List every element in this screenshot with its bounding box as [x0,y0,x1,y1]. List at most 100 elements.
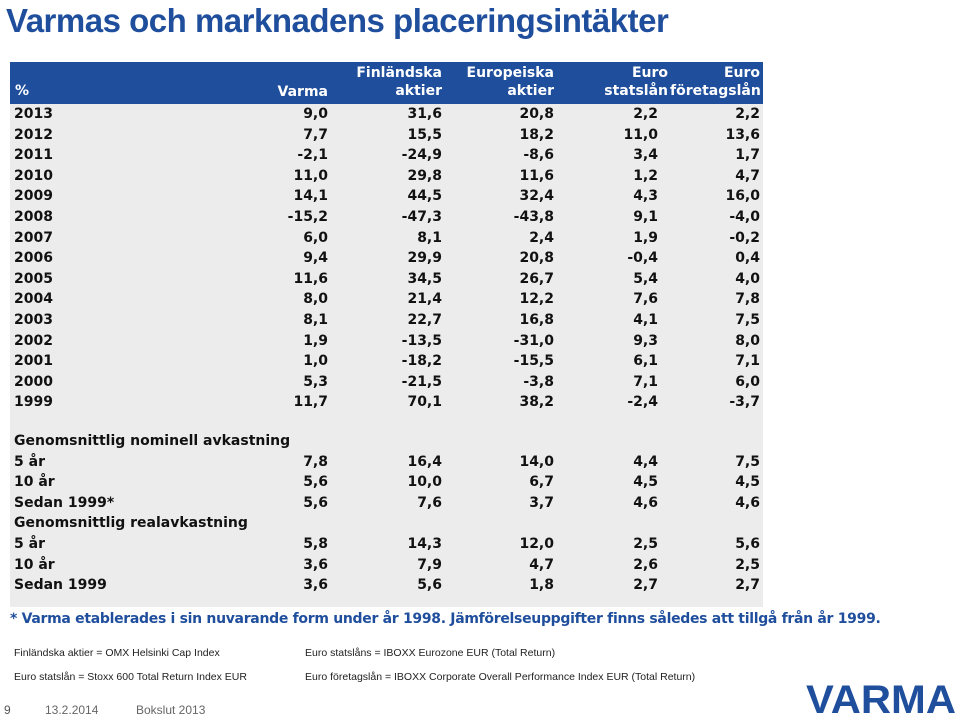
footnote: * Varma etablerades i sin nuvarande form… [10,611,881,627]
table-row: 2006 9,4 29,9 20,8 -0,4 0,4 [10,248,763,269]
header-european-equities: Europeiska aktier [466,65,554,99]
row-label: 2009 [14,188,53,205]
row-label: 2010 [14,167,53,184]
row-label: 2013 [14,106,53,122]
cell-european-equities: 26,7 [519,270,554,287]
table-row: 2000 5,3 -21,5 -3,8 7,1 6,0 [10,372,763,393]
table-row: 10 år 3,6 7,9 4,7 2,6 2,5 [10,555,763,576]
cell-european-equities: 14,0 [519,453,554,470]
table-row: 1999 11,7 70,1 38,2 -2,4 -3,7 [10,392,763,413]
cell-euro-corporate-bonds: 7,8 [735,291,760,308]
row-label: 2007 [14,229,53,246]
cell-european-equities: -15,5 [513,353,554,370]
cell-euro-corporate-bonds: 16,0 [725,188,760,205]
row-label: Sedan 1999* [14,494,115,511]
cell-euro-government-bonds: 9,1 [633,209,658,225]
cell-varma: 11,7 [293,394,328,411]
table-row: 2012 7,7 15,5 18,2 11,0 13,6 [10,125,763,146]
row-label: 2001 [14,353,53,370]
cell-finnish-equities: 7,6 [417,494,442,511]
cell-euro-government-bonds: 6,1 [633,353,658,370]
row-label: 2006 [14,250,53,267]
row-label: 2011 [14,147,53,164]
cell-euro-government-bonds: 3,4 [633,147,658,164]
cell-european-equities: 38,2 [519,394,554,411]
cell-european-equities: 20,8 [519,106,554,122]
cell-euro-government-bonds: -2,4 [627,394,658,411]
cell-varma: 9,0 [303,106,328,122]
row-label: 2003 [14,312,53,328]
table-row: 5 år 7,8 16,4 14,0 4,4 7,5 [10,452,763,473]
page-title: Varmas och marknadens placeringsintäkter [6,2,669,39]
cell-euro-government-bonds: 1,9 [633,229,658,246]
cell-euro-government-bonds: 2,7 [633,577,658,594]
cell-euro-corporate-bonds: 7,1 [735,353,760,370]
cell-euro-government-bonds: 2,2 [633,106,658,122]
table-row: Sedan 1999* 5,6 7,6 3,7 4,6 4,6 [10,493,763,514]
cell-euro-corporate-bonds: 7,5 [735,453,760,470]
cell-european-equities: 11,6 [519,167,554,184]
cell-euro-government-bonds: 5,4 [633,270,658,287]
header-varma: Varma [277,84,328,100]
returns-table: % Varma Finländska aktier Europeiska aktie… [10,62,763,607]
table-row: 2011 -2,1 -24,9 -8,6 3,4 1,7 [10,145,763,166]
cell-european-equities: 6,7 [529,474,554,491]
header-euro-corporate-bonds: Euro företagslån [670,65,761,99]
cell-varma: 5,6 [303,474,328,491]
table-row: 2008 -15,2 -47,3 -43,8 9,1 -4,0 [10,207,763,228]
row-label: 2004 [14,291,53,308]
source-note-finnish-equities: Finländska aktier = OMX Helsinki Cap Ind… [14,647,220,659]
footer-date: 13.2.2014 [45,703,99,717]
cell-euro-corporate-bonds: 4,6 [735,494,760,511]
cell-varma: 5,8 [303,536,328,552]
cell-varma: 8,1 [303,312,328,328]
cell-finnish-equities: -24,9 [401,147,442,164]
cell-finnish-equities: 10,0 [407,474,442,491]
cell-euro-corporate-bonds: 6,0 [735,373,760,390]
cell-varma: 9,4 [303,250,328,267]
cell-euro-corporate-bonds: 7,5 [735,312,760,328]
cell-euro-corporate-bonds: 8,0 [735,332,760,349]
row-label: 2012 [14,126,53,143]
cell-varma: 7,7 [303,126,328,143]
cell-finnish-equities: -21,5 [401,373,442,390]
cell-euro-government-bonds: 9,3 [633,332,658,349]
row-label: 1999 [14,394,53,411]
source-note-government-bonds: Euro statslån = Stoxx 600 Total Return I… [14,671,247,683]
cell-european-equities: 12,0 [519,536,554,552]
cell-finnish-equities: 70,1 [407,394,442,411]
cell-finnish-equities: 29,8 [407,167,442,184]
cell-euro-government-bonds: 11,0 [623,126,658,143]
logo-text: VARMA [806,682,956,716]
row-label: 2002 [14,332,53,349]
table-row: 2013 9,0 31,6 20,8 2,2 2,2 [10,104,763,125]
row-label: 10 år [14,474,55,491]
header-euro-government-bonds: Euro statslån [604,65,668,99]
cell-european-equities: 32,4 [519,188,554,205]
cell-finnish-equities: 21,4 [407,291,442,308]
cell-varma: 8,0 [303,291,328,308]
cell-varma: 3,6 [303,577,328,594]
cell-euro-government-bonds: 4,4 [633,453,658,470]
cell-euro-corporate-bonds: 5,6 [735,536,760,552]
cell-varma: 11,6 [293,270,328,287]
cell-varma: -15,2 [287,209,328,225]
cell-varma: 5,3 [303,373,328,390]
footer-subtitle: Bokslut 2013 [136,703,206,717]
table-row: 2003 8,1 22,7 16,8 4,1 7,5 [10,310,763,331]
cell-finnish-equities: -18,2 [401,353,442,370]
cell-european-equities: -31,0 [513,332,554,349]
cell-european-equities: 3,7 [529,494,554,511]
cell-euro-government-bonds: 2,6 [633,556,658,573]
cell-euro-government-bonds: -0,4 [627,250,658,267]
cell-varma: 1,0 [303,353,328,370]
cell-euro-corporate-bonds: -0,2 [729,229,760,246]
cell-euro-corporate-bonds: 2,7 [735,577,760,594]
row-label: 5 år [14,536,45,552]
cell-euro-government-bonds: 4,5 [633,474,658,491]
cell-euro-corporate-bonds: 2,5 [735,556,760,573]
cell-varma: 11,0 [293,167,328,184]
table-row: 2010 11,0 29,8 11,6 1,2 4,7 [10,166,763,187]
cell-finnish-equities: 31,6 [407,106,442,122]
table-header: % Varma Finländska aktier Europeiska aktie… [10,62,763,104]
